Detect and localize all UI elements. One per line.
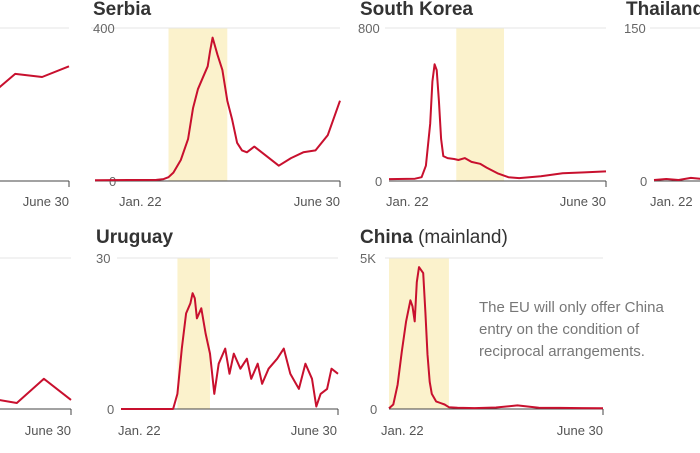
- series-line-0: [388, 266, 604, 410]
- chart-panel-south-korea: South Korea 800 0 Jan. 22 June 30: [358, 0, 607, 209]
- x-tick-start: Jan. 22: [118, 423, 161, 438]
- series-line-0: [0, 65, 70, 89]
- chart-title: Thailand: [626, 0, 700, 20]
- chart-panel-thailand: Thailand 150 0 Jan. 22: [624, 0, 700, 209]
- highlight-band: [456, 28, 505, 181]
- x-tick-end: June 30: [557, 423, 603, 438]
- x-tick-end: June 30: [25, 423, 71, 438]
- chart-title: China (mainland): [360, 227, 508, 248]
- series-line-0: [94, 36, 341, 182]
- chart-panel-partial-top-left: June 30: [0, 27, 70, 209]
- chart-title: Serbia: [93, 0, 152, 20]
- chart-panel-partial-bottom-left: June 30: [0, 257, 72, 438]
- highlight-band: [168, 28, 228, 181]
- x-tick-end: June 30: [560, 194, 606, 209]
- chart-title: South Korea: [360, 0, 473, 20]
- y-tick-top: 800: [358, 21, 380, 36]
- y-tick-zero: 0: [640, 174, 647, 189]
- series-line-0: [653, 176, 700, 181]
- y-tick-zero: 0: [375, 174, 382, 189]
- annotation-note: The EU will only offer China entry on th…: [479, 299, 664, 360]
- x-tick-start: Jan. 22: [119, 194, 162, 209]
- x-tick-end: June 30: [291, 423, 337, 438]
- y-tick-zero: 0: [370, 402, 377, 417]
- x-tick-start: Jan. 22: [381, 423, 424, 438]
- series-line-0: [121, 292, 339, 410]
- x-tick-end: June 30: [23, 194, 69, 209]
- chart-title-main: China: [360, 227, 413, 248]
- chart-title-suffix: (mainland): [418, 227, 508, 248]
- chart-title: Uruguay: [96, 227, 174, 248]
- annotation-line-3: reciprocal arrangements.: [479, 343, 645, 360]
- annotation-line-1: The EU will only offer China: [479, 299, 664, 316]
- y-tick-zero: 0: [109, 174, 116, 189]
- chart-panel-serbia: Serbia 400 0 Jan. 22 June 30: [91, 0, 341, 209]
- series-line-0: [388, 63, 607, 181]
- chart-panel-china: China (mainland) 5K 0 Jan. 22 June 30: [360, 227, 604, 438]
- y-tick-top: 400: [93, 21, 115, 36]
- y-tick-top: 30: [96, 251, 110, 266]
- x-tick-start: Jan. 22: [650, 194, 693, 209]
- series-line-0: [0, 377, 72, 404]
- highlight-band: [389, 258, 449, 409]
- y-tick-top: 150: [624, 21, 646, 36]
- chart-panel-uruguay: Uruguay 30 0 Jan. 22 June 30: [96, 227, 339, 438]
- x-tick-end: June 30: [294, 194, 340, 209]
- y-tick-zero: 0: [107, 402, 114, 417]
- annotation-line-2: entry on the condition of: [479, 321, 640, 338]
- y-tick-top: 5K: [360, 251, 376, 266]
- x-tick-start: Jan. 22: [386, 194, 429, 209]
